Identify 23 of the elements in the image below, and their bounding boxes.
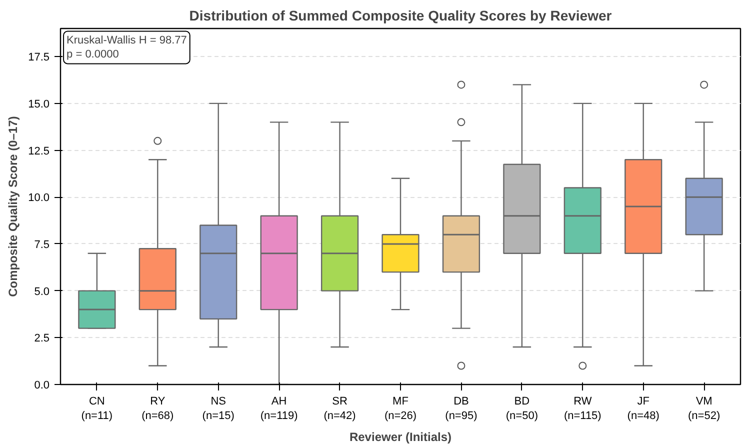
x-tick-label: AH (n=119) xyxy=(260,396,298,422)
x-axis-title: Reviewer (Initials) xyxy=(349,430,452,444)
x-tick-label: JF (n=48) xyxy=(627,396,660,422)
annotation: Kruskal-Wallis H = 98.77 p = 0.0000 xyxy=(66,34,187,61)
y-tick-label: 7.5 xyxy=(34,238,50,251)
x-tick-label: MF (n=26) xyxy=(384,396,417,422)
x-tick-label: BD (n=50) xyxy=(506,396,538,422)
y-tick-label: 2.5 xyxy=(34,332,50,345)
y-axis-title: Composite Quality Score (0–17) xyxy=(6,116,20,297)
x-tick-label: DB (n=95) xyxy=(445,396,478,422)
chart-title: Distribution of Summed Composite Quality Scores by Reviewer xyxy=(189,8,612,24)
x-tick-label: SR (n=42) xyxy=(324,396,356,422)
x-tick-label: RY (n=68) xyxy=(142,396,174,422)
y-tick-label: 0.0 xyxy=(34,380,50,392)
x-tick-label: CN (n=11) xyxy=(81,396,113,422)
x-tick-label: VM (n=52) xyxy=(688,396,720,422)
y-tick-label: 15.0 xyxy=(28,98,50,110)
x-tick-label: RW (n=115) xyxy=(564,396,602,422)
y-tick-label: 5.0 xyxy=(34,286,50,298)
y-tick-label: 10.0 xyxy=(28,192,50,204)
x-tick-label: NS (n=15) xyxy=(202,396,234,422)
y-tick-label: 17.5 xyxy=(28,52,50,64)
y-tick-label: 12.5 xyxy=(28,145,50,158)
